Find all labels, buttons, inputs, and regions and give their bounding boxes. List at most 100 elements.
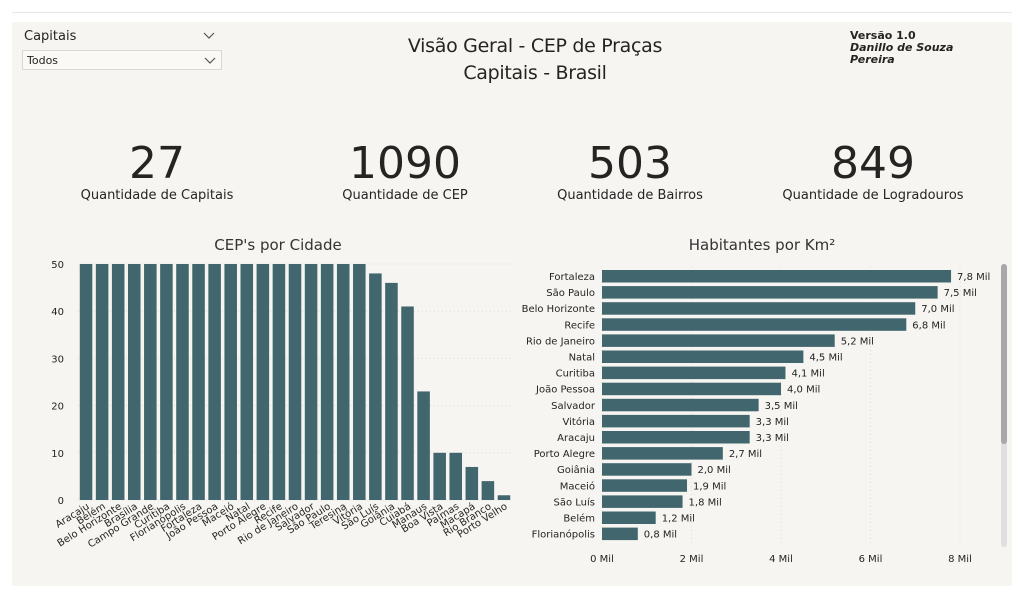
- y-tick-label: Recife: [564, 320, 595, 331]
- bar: [602, 366, 786, 380]
- data-label: 2,7 Mil: [729, 449, 762, 460]
- data-label: 7,0 Mil: [921, 304, 954, 315]
- data-label: 1,2 Mil: [662, 514, 695, 525]
- data-label: 0,8 Mil: [644, 530, 677, 541]
- y-tick-label: Goiânia: [557, 464, 595, 476]
- bar: [160, 264, 173, 500]
- bar: [288, 264, 302, 500]
- dropdown-selected-value: Todos: [27, 54, 59, 67]
- bar: [353, 264, 366, 500]
- kpi-label: Quantidade de Logradouros: [782, 188, 964, 203]
- bar: [433, 452, 446, 500]
- kpi-card-cep: 1090 Quantidade de CEP: [285, 138, 525, 204]
- scrollbar-thumb[interactable]: [1001, 264, 1007, 444]
- data-label: 1,9 Mil: [693, 481, 726, 492]
- bar: [602, 302, 916, 315]
- x-tick-label: 2 Mil: [680, 554, 704, 565]
- y-tick-label: Belém: [563, 513, 595, 525]
- data-label: 3,3 Mil: [756, 433, 789, 444]
- x-tick-label: 4 Mil: [769, 554, 793, 565]
- bar: [95, 264, 109, 500]
- y-tick-label: Salvador: [551, 401, 596, 412]
- bar: [449, 452, 463, 500]
- data-label: 4,0 Mil: [787, 385, 820, 396]
- bar: [465, 466, 479, 500]
- kpi-label: Quantidade de Capitais: [80, 188, 234, 203]
- cep-chart-title: CEP's por Cidade: [214, 236, 342, 254]
- page-title: Visão Geral - CEP de Praças: [407, 35, 663, 57]
- y-tick-label: 30: [51, 354, 64, 365]
- bar: [320, 264, 334, 500]
- kpi-value: 1090: [349, 138, 461, 189]
- bar: [192, 264, 205, 500]
- bar: [602, 431, 750, 444]
- y-tick-label: 50: [51, 260, 64, 271]
- chevron-down-icon[interactable]: [202, 28, 216, 42]
- y-tick-label: 0: [58, 496, 64, 507]
- version-label: Versão 1.0: [850, 29, 916, 42]
- capitais-dropdown[interactable]: Todos: [22, 50, 222, 70]
- bar: [417, 391, 430, 500]
- capitais-slicer-header[interactable]: Capitais: [22, 28, 220, 46]
- y-tick-label: Maceió: [560, 480, 595, 492]
- data-label: 5,2 Mil: [841, 336, 874, 347]
- slicer-field-label: Capitais: [24, 29, 77, 44]
- bar: [602, 495, 683, 508]
- y-tick-label: São Luís: [554, 496, 596, 508]
- author-name: Danillo de Souza Pereira: [850, 41, 954, 66]
- bar: [602, 414, 750, 428]
- bar: [111, 264, 125, 500]
- bar: [385, 282, 398, 500]
- data-label: 3,3 Mil: [756, 417, 789, 428]
- y-tick-label: 10: [51, 449, 64, 460]
- bar: [497, 495, 511, 500]
- bar: [602, 350, 804, 363]
- bar: [336, 264, 350, 500]
- x-tick-label: 0 Mil: [590, 554, 614, 565]
- bar: [602, 286, 938, 299]
- density-chart-title: Habitantes por Km²: [688, 236, 836, 254]
- data-label: 7,5 Mil: [944, 288, 977, 299]
- bar: [240, 264, 254, 500]
- data-label: 6,8 Mil: [912, 320, 945, 331]
- bar: [602, 398, 759, 412]
- chart-scrollbar[interactable]: [1001, 264, 1007, 547]
- y-tick-label: Fortaleza: [549, 272, 595, 283]
- kpi-card-logradouros: 849 Quantidade de Logradouros: [753, 140, 993, 204]
- y-tick-label: São Paulo: [546, 288, 595, 299]
- data-label: 4,5 Mil: [809, 353, 842, 364]
- data-label: 4,1 Mil: [791, 369, 824, 380]
- bar: [176, 264, 189, 500]
- y-tick-label: Natal: [569, 353, 595, 364]
- kpi-label: Quantidade de Bairros: [557, 188, 703, 203]
- kpi-card-capitais: 27 Quantidade de Capitais: [37, 140, 277, 204]
- top-divider: [12, 12, 1012, 13]
- bar: [602, 447, 723, 460]
- y-tick-label: Curitiba: [556, 369, 595, 380]
- bar: [602, 511, 656, 524]
- y-tick-label: Florianópolis: [532, 529, 595, 541]
- bar: [602, 318, 907, 331]
- version-info: Versão 1.0 Danillo de Souza Pereira: [830, 30, 1000, 66]
- data-label: 3,5 Mil: [765, 401, 798, 412]
- y-tick-label: Porto Alegre: [534, 449, 595, 460]
- bar: [602, 463, 692, 476]
- bar: [602, 382, 781, 396]
- bar: [127, 264, 141, 500]
- bar: [272, 264, 286, 500]
- data-label: 2,0 Mil: [698, 465, 731, 476]
- bar: [369, 273, 382, 500]
- chevron-down-icon[interactable]: [203, 53, 217, 67]
- bar: [481, 481, 495, 500]
- bar: [602, 334, 835, 347]
- bar: [144, 264, 157, 500]
- x-tick-label: 8 Mil: [948, 554, 972, 565]
- bar: [224, 264, 237, 500]
- bar: [304, 264, 318, 500]
- data-label: 7,8 Mil: [957, 272, 990, 283]
- kpi-value: 503: [588, 138, 672, 189]
- bar: [602, 527, 638, 541]
- y-tick-label: Belo Horizonte: [522, 304, 595, 315]
